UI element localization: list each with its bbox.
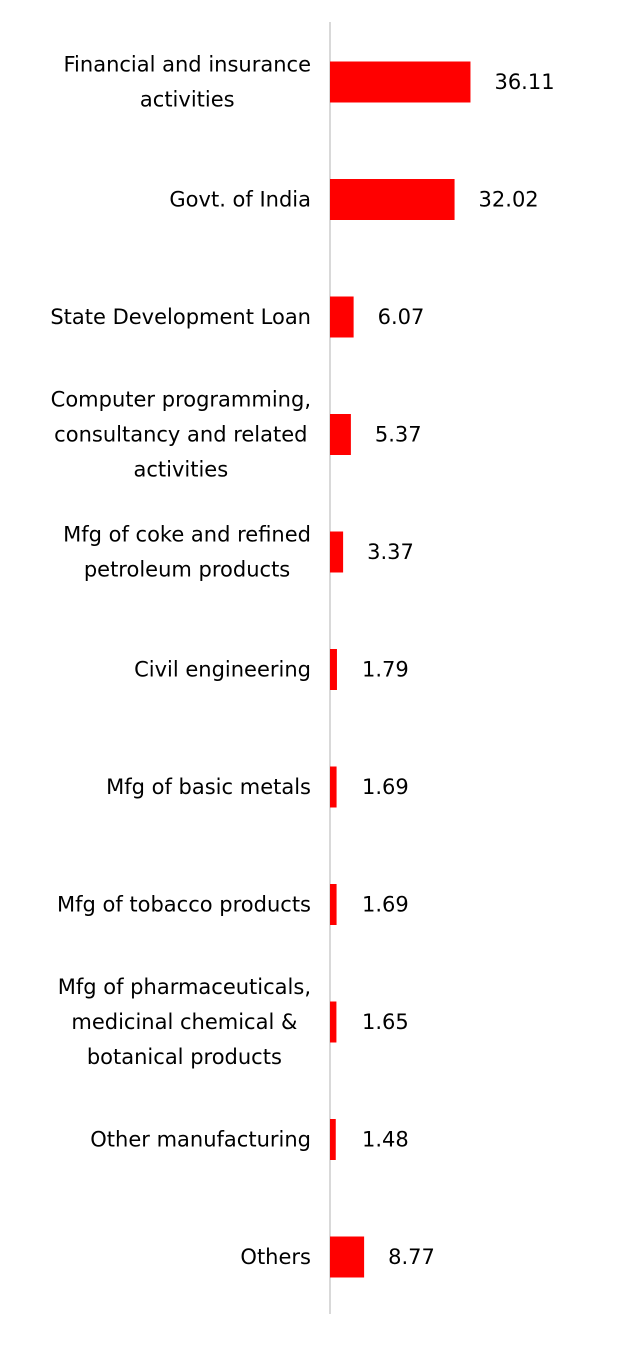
value-label: 1.48 xyxy=(362,1128,409,1152)
value-label: 5.37 xyxy=(375,423,422,447)
bar xyxy=(330,414,351,455)
category-label-line: Other manufacturing xyxy=(90,1128,311,1152)
category-label-line: activities xyxy=(140,88,235,112)
category-label-line: State Development Loan xyxy=(50,305,311,329)
bar xyxy=(330,766,337,808)
category-label: Computer programming, consultancy and rel… xyxy=(51,388,311,482)
value-label: 1.69 xyxy=(362,775,409,799)
category-label-line: Mfg of basic metals xyxy=(106,775,311,799)
category-label: Mfg of tobacco products xyxy=(57,893,311,917)
value-label: 3.37 xyxy=(367,540,414,564)
category-label: Mfg of basic metals xyxy=(106,775,311,799)
category-label: Civil engineering xyxy=(134,658,311,682)
bar xyxy=(330,296,354,338)
category-label-line: medicinal chemical & xyxy=(71,1010,297,1034)
category-label-line: Mfg of tobacco products xyxy=(57,893,311,917)
category-label: Govt. of India xyxy=(169,188,311,212)
bar xyxy=(330,1119,336,1160)
category-label-line: Mfg of coke and refined xyxy=(63,523,311,547)
category-label-line: Govt. of India xyxy=(169,188,311,212)
category-label-line: petroleum products xyxy=(84,558,290,582)
value-label: 32.02 xyxy=(479,188,539,212)
value-label: 1.79 xyxy=(362,658,409,682)
bar xyxy=(330,884,337,925)
bar xyxy=(330,649,337,690)
bar xyxy=(330,1001,337,1043)
value-label: 6.07 xyxy=(378,305,425,329)
category-label-line: consultancy and related xyxy=(54,423,307,447)
value-label: 1.65 xyxy=(362,1010,409,1034)
category-label-line: activities xyxy=(133,458,228,482)
bar xyxy=(330,179,455,220)
value-label: 36.11 xyxy=(494,70,554,94)
category-label: Mfg of coke and refined petroleum product… xyxy=(63,523,311,582)
category-label-line: Others xyxy=(240,1245,311,1269)
category-label: Other manufacturing xyxy=(90,1128,311,1152)
category-label-line: Financial and insurance xyxy=(64,53,312,77)
category-label-line: Computer programming, xyxy=(51,388,311,412)
category-label: State Development Loan xyxy=(50,305,311,329)
category-label: Others xyxy=(240,1245,311,1269)
value-label: 1.69 xyxy=(362,893,409,917)
category-label-line: Mfg of pharmaceuticals, xyxy=(58,975,311,999)
bar xyxy=(330,531,344,573)
category-label-line: Civil engineering xyxy=(134,658,311,682)
bar xyxy=(330,1236,365,1278)
category-label: Financial and insurance activities xyxy=(64,53,312,112)
bar xyxy=(330,61,471,103)
category-label: Mfg of pharmaceuticals, medicinal chemica… xyxy=(58,975,311,1069)
category-label-line: botanical products xyxy=(87,1045,282,1069)
value-label: 8.77 xyxy=(388,1245,435,1269)
